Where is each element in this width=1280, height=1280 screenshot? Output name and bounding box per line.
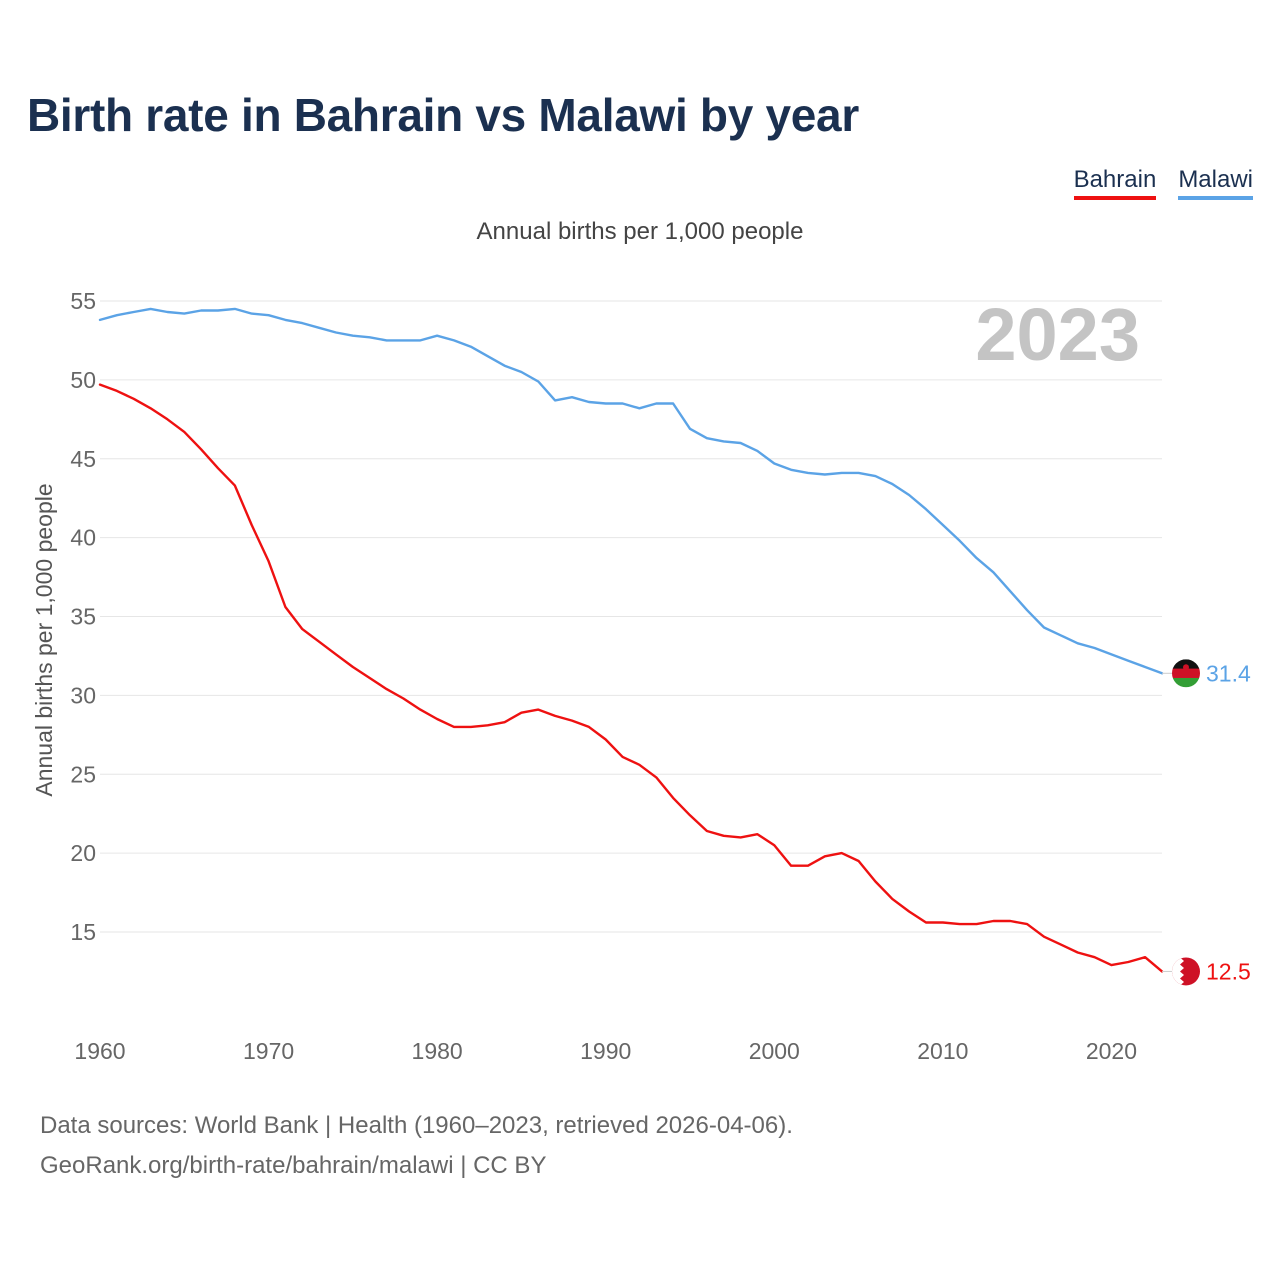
source-footer: Data sources: World Bank | Health (1960–… <box>40 1106 793 1186</box>
series-line-bahrain <box>98 383 1164 973</box>
series-lines <box>98 307 1164 973</box>
end-markers: 12.5 31.4 <box>1162 659 1251 986</box>
x-tick-label: 2010 <box>917 1038 968 1064</box>
x-tick-label: 2020 <box>1086 1038 1137 1064</box>
series-line-malawi <box>98 307 1164 675</box>
y-tick-label: 40 <box>70 525 96 551</box>
page-title: Birth rate in Bahrain vs Malawi by year <box>27 89 859 141</box>
legend: Bahrain Malawi <box>1073 166 1253 200</box>
y-tick-label: 30 <box>70 682 96 708</box>
y-tick-label: 55 <box>70 288 96 314</box>
year-overlay: 2023 <box>975 293 1140 376</box>
source-line-2: GeoRank.org/birth-rate/bahrain/malawi | … <box>40 1152 547 1179</box>
x-tick-label: 1970 <box>243 1038 294 1064</box>
end-value-label-bahrain: 12.5 <box>1206 958 1251 984</box>
y-axis-label: Annual births per 1,000 people <box>31 483 57 796</box>
y-tick-label: 15 <box>70 919 96 945</box>
chart-subtitle: Annual births per 1,000 people <box>476 218 804 245</box>
end-value-label-malawi: 31.4 <box>1206 660 1251 686</box>
y-tick-label: 45 <box>70 446 96 472</box>
source-line-1: Data sources: World Bank | Health (1960–… <box>40 1112 793 1139</box>
legend-item-bahrain[interactable]: Bahrain <box>1073 166 1157 200</box>
x-tick-label: 1990 <box>580 1038 631 1064</box>
flag-icon-bahrain <box>1172 957 1200 986</box>
y-tick-label: 35 <box>70 604 96 630</box>
x-tick-label: 1960 <box>74 1038 125 1064</box>
y-tick-label: 50 <box>70 367 96 393</box>
y-tick-label: 20 <box>70 840 96 866</box>
y-tick-labels: 15 20 25 30 35 40 45 50 55 <box>70 288 96 945</box>
flag-icon-malawi <box>1172 659 1200 688</box>
x-tick-label: 1980 <box>412 1038 463 1064</box>
x-tick-labels: 1960 1970 1980 1990 2000 2010 2020 <box>74 1038 1137 1064</box>
x-tick-label: 2000 <box>749 1038 800 1064</box>
legend-item-malawi[interactable]: Malawi <box>1178 166 1253 200</box>
gridlines <box>100 300 1162 933</box>
y-tick-label: 25 <box>70 761 96 787</box>
